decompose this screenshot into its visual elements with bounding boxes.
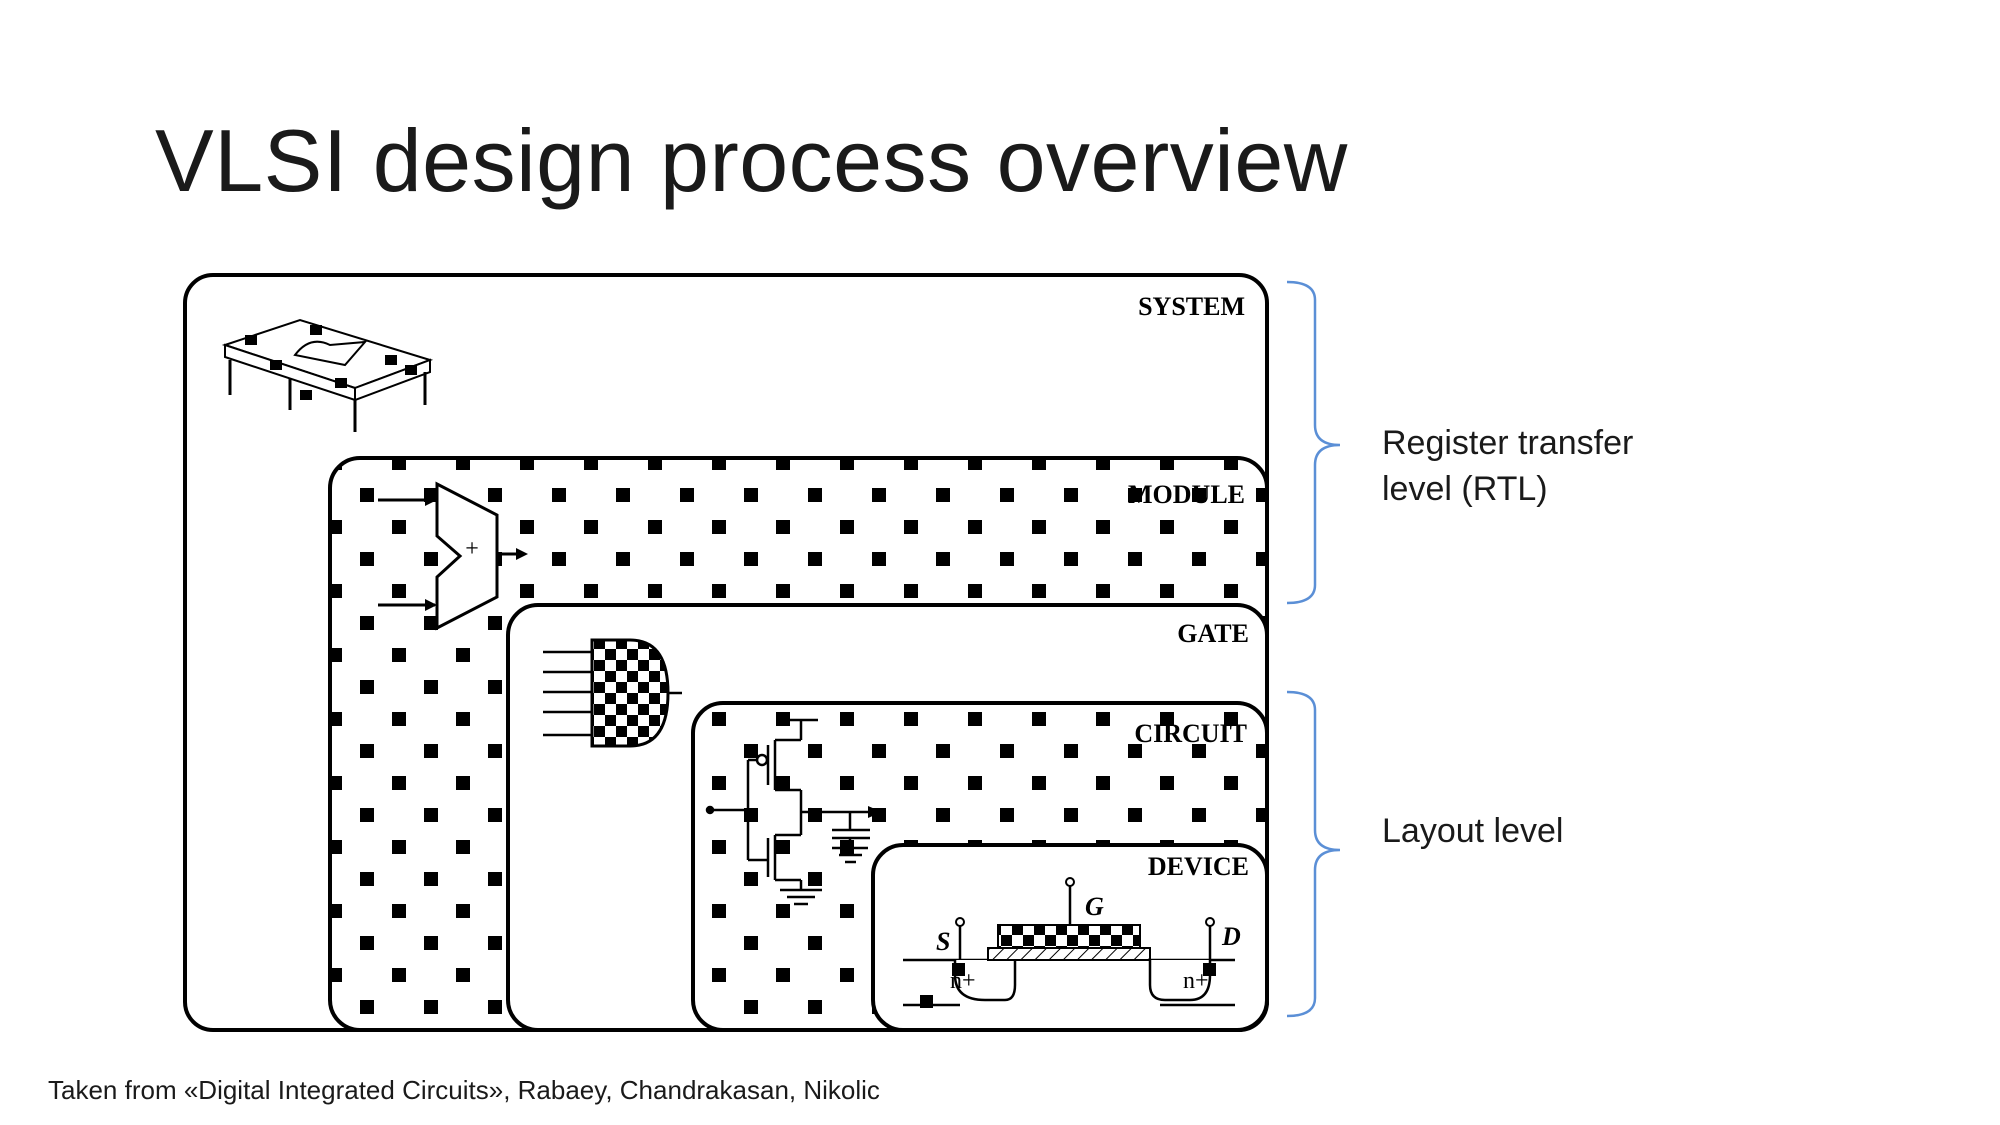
cmos-inverter-icon (705, 718, 870, 906)
layout-annotation: Layout level (1382, 812, 1564, 850)
chip-package-icon (221, 318, 434, 432)
gate-label: GATE (1177, 619, 1249, 648)
device-label: DEVICE (1148, 852, 1249, 881)
right-doping-label: n+ (1183, 968, 1209, 994)
left-doping-label: n+ (950, 968, 976, 994)
rtl-annotation-line1: Register transfer (1382, 424, 1634, 462)
system-label: SYSTEM (1138, 292, 1245, 321)
drain-terminal-label: D (1221, 922, 1241, 951)
source-terminal-label: S (936, 927, 950, 956)
and-gate-icon (543, 638, 682, 748)
adder-icon: + (378, 481, 528, 631)
gate-terminal-label: G (1085, 892, 1104, 921)
mosfet-cross-section-icon (903, 877, 1235, 1008)
slide-title: VLSI design process overview (155, 111, 1348, 210)
layout-brace (1286, 690, 1341, 1018)
circuit-label: CIRCUIT (1134, 719, 1247, 748)
adder-plus: + (465, 536, 479, 562)
rtl-annotation-line2: level (RTL) (1382, 470, 1548, 508)
source-caption: Taken from «Digital Integrated Circuits»… (48, 1075, 880, 1105)
rtl-annotation: Register transfer level (RTL) (1382, 420, 1633, 512)
rtl-brace (1286, 280, 1341, 605)
module-label: MODULE (1128, 480, 1245, 509)
output-arrow-icon (868, 806, 882, 818)
